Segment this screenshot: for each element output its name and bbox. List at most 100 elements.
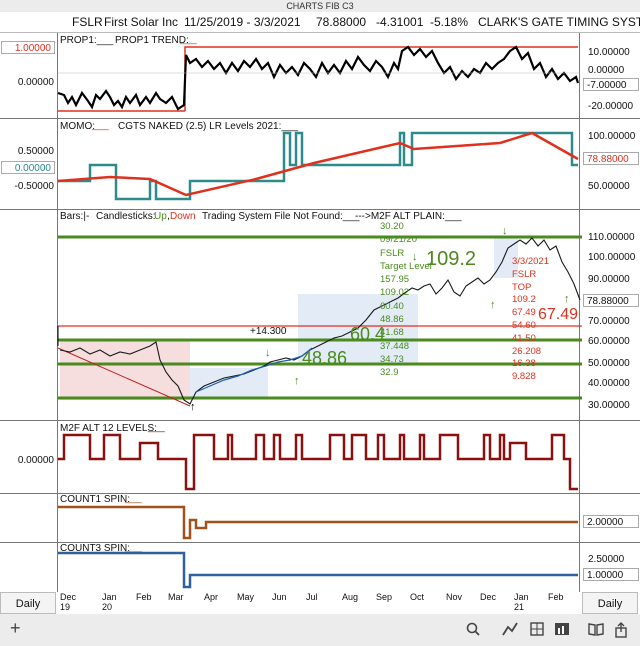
year-21: 21 bbox=[514, 602, 525, 612]
month-nov: Nov bbox=[446, 592, 463, 602]
count3-pane[interactable]: COUNT3 SPIN: ___ 2.50000 1.00000 bbox=[0, 543, 640, 593]
count1-label: COUNT1 SPIN: bbox=[60, 494, 131, 505]
legend-candles: Candlesticks: bbox=[96, 211, 156, 222]
svg-text:↑: ↑ bbox=[294, 375, 300, 387]
svg-text:↑: ↑ bbox=[490, 299, 496, 311]
big-label-67: 67.49 bbox=[538, 306, 579, 323]
add-icon[interactable]: + bbox=[10, 618, 21, 638]
momo-label: MOMO: bbox=[60, 121, 95, 132]
big-label-60: 60.4 bbox=[350, 324, 386, 344]
m2f-left-tick: 0.00000 bbox=[17, 455, 54, 466]
window-title: CHARTS FIB C3 bbox=[0, 0, 640, 12]
prop1-plot bbox=[57, 33, 580, 118]
momo-plot bbox=[57, 119, 580, 209]
prop1-trend-swatch: ___ bbox=[180, 34, 197, 45]
legend-down: Down bbox=[170, 211, 196, 222]
year-20: 20 bbox=[102, 602, 113, 612]
legend-tsf: Trading System File Not Found:___ bbox=[202, 211, 360, 222]
grid-icon[interactable] bbox=[530, 622, 544, 639]
price-pane[interactable]: ↑ ↓ ↑ ↓ ↑ ↓ ↑ Bars:|- Candlesticks: Up ,… bbox=[0, 210, 640, 421]
momo-chart bbox=[57, 131, 579, 201]
bar-chart-icon[interactable] bbox=[554, 622, 570, 639]
svg-text:↓: ↓ bbox=[502, 225, 508, 237]
price-tick-90: 90.00000 bbox=[588, 274, 630, 285]
legend-sep: , bbox=[167, 211, 170, 222]
month-dec-2: Dec bbox=[480, 592, 497, 602]
price-tick-70: 70.00000 bbox=[588, 316, 630, 327]
count1-pane[interactable]: COUNT1 SPIN: ___ 2.00000 bbox=[0, 494, 640, 543]
interval-button-right[interactable]: Daily bbox=[582, 592, 638, 614]
month-feb: Feb bbox=[136, 592, 152, 602]
price-tick-50: 50.00000 bbox=[588, 358, 630, 369]
month-sep: Sep bbox=[376, 592, 393, 602]
month-jun: Jun bbox=[272, 592, 287, 602]
month-jan: Jan bbox=[102, 592, 117, 602]
momo-left-tick-2: -0.50000 bbox=[14, 181, 54, 192]
green-level-annotations: 30.20 09/21/20 FSLR Target Level 157.95 … bbox=[380, 221, 432, 379]
price-tick-100: 100.00000 bbox=[588, 252, 636, 263]
lr-levels-label: CGTS NAKED (2.5) LR Levels 2021:___ bbox=[118, 121, 299, 132]
count3-right-value: 1.00000 bbox=[583, 568, 639, 581]
line-draw-icon[interactable] bbox=[502, 622, 518, 639]
svg-text:↓: ↓ bbox=[412, 251, 418, 263]
legend-bars: Bars:|- bbox=[60, 211, 90, 222]
red-level-annotations: 3/3/2021 FSLR TOP 109.2 67.49 54.60 41.5… bbox=[512, 256, 549, 383]
price-tick-110: 110.00000 bbox=[588, 232, 635, 243]
plus-annotation: +14.300 bbox=[250, 326, 287, 337]
momo-left-box: 0.00000 bbox=[1, 161, 55, 174]
prop1-right-value: -7.00000 bbox=[583, 78, 639, 91]
price-chart: ↑ ↓ ↑ ↓ ↑ ↓ ↑ bbox=[57, 225, 582, 413]
month-jan-2: Jan bbox=[514, 592, 529, 602]
prop1-right-tick-2: 0.00000 bbox=[588, 65, 625, 76]
count3-label: COUNT3 SPIN: bbox=[60, 543, 131, 554]
prop1-left-tick: 0.00000 bbox=[17, 77, 54, 88]
price-change-pct: -5.18% bbox=[430, 15, 469, 29]
m2f-pane[interactable]: M2F ALT 12 LEVELS: ___ 0.00000 bbox=[0, 421, 640, 494]
symbol[interactable]: FSLR bbox=[72, 15, 103, 29]
search-icon[interactable] bbox=[466, 622, 480, 639]
bottom-toolbar: + bbox=[0, 614, 640, 646]
interval-button-left[interactable]: Daily bbox=[0, 592, 56, 614]
count1-swatch: ___ bbox=[125, 494, 142, 504]
prop1-left-box: 1.00000 bbox=[1, 41, 55, 54]
month-apr: Apr bbox=[204, 592, 219, 602]
book-icon[interactable] bbox=[588, 622, 604, 639]
last-price: 78.88000 bbox=[316, 15, 367, 29]
count3-swatch: ___ bbox=[125, 543, 142, 553]
legend-m2f: --->M2F ALT PLAIN:___ bbox=[355, 211, 462, 222]
system-name: CLARK'S GATE TIMING SYSTEM bbox=[478, 15, 640, 29]
month-dec: Dec bbox=[60, 592, 77, 602]
month-oct: Oct bbox=[410, 592, 425, 602]
share-icon[interactable] bbox=[614, 622, 628, 641]
prop1-pane[interactable]: PROP1:___ PROP1 TREND: ___ 1.00000 0.000… bbox=[0, 33, 640, 119]
price-last-box: 78.88000 bbox=[583, 294, 639, 307]
symbol-header: FSLR First Solar Inc 11/25/2019 - 3/3/20… bbox=[0, 12, 640, 33]
momo-right-value: 78.88000 bbox=[583, 152, 639, 165]
svg-text:↓: ↓ bbox=[265, 347, 271, 359]
month-mar: Mar bbox=[168, 592, 184, 602]
big-label-48: 48.86 bbox=[302, 348, 348, 368]
prop1-label: PROP1:___ bbox=[60, 35, 114, 46]
count3-right-tick: 2.50000 bbox=[588, 554, 625, 565]
prop1-right-tick-3: -20.00000 bbox=[588, 101, 634, 112]
price-tick-30: 30.00000 bbox=[588, 400, 630, 411]
year-19: 19 bbox=[60, 602, 71, 612]
legend-up: Up bbox=[154, 211, 167, 222]
momo-swatch: ___ bbox=[92, 120, 109, 131]
prop1-trend-label: PROP1 TREND: bbox=[115, 35, 189, 46]
price-change: -4.31001 bbox=[376, 15, 424, 29]
month-feb-2: Feb bbox=[548, 592, 564, 602]
prop1-chart bbox=[57, 45, 580, 112]
month-aug: Aug bbox=[342, 592, 359, 602]
momo-pane[interactable]: MOMO: ___ CGTS NAKED (2.5) LR Levels 202… bbox=[0, 119, 640, 210]
momo-right-tick-2: 50.00000 bbox=[588, 181, 630, 192]
m2f-label: M2F ALT 12 LEVELS: bbox=[60, 423, 157, 434]
count1-right-value: 2.00000 bbox=[583, 515, 639, 528]
svg-text:↑: ↑ bbox=[564, 293, 570, 305]
time-axis: Dec Jan Feb Mar Apr May Jun Jul Aug Sep … bbox=[0, 592, 640, 615]
count1-chart bbox=[58, 505, 578, 540]
big-label-109: 109.2 bbox=[426, 248, 477, 270]
month-may: May bbox=[237, 592, 255, 602]
date-range[interactable]: 11/25/2019 - 3/3/2021 bbox=[184, 15, 301, 29]
price-tick-60: 60.00000 bbox=[588, 336, 630, 347]
